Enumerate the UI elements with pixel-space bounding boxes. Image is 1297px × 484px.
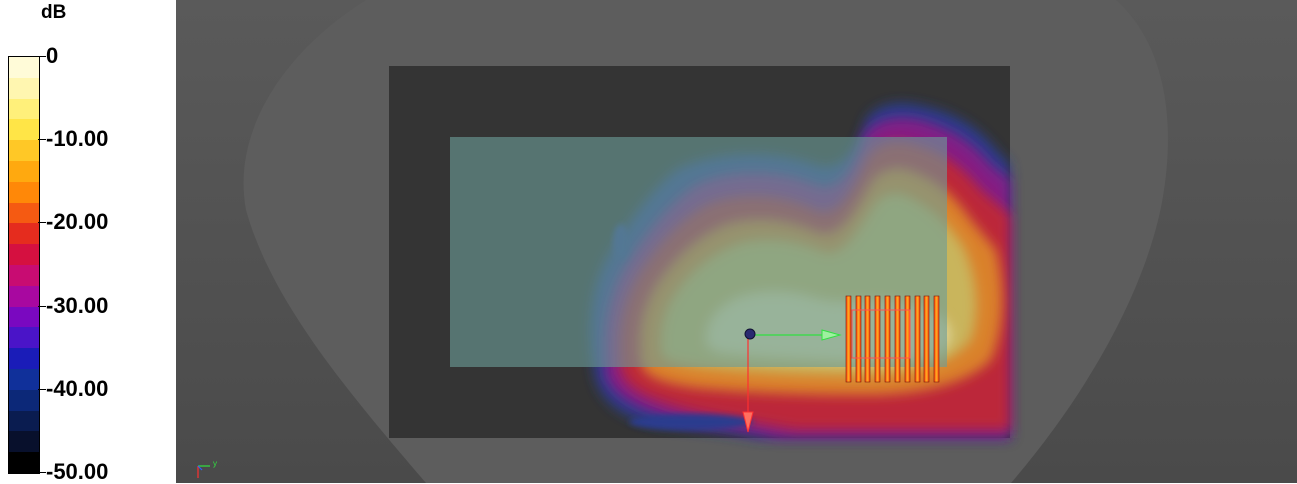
- colorbar-tick-mark: [38, 56, 46, 57]
- axis-y-arrowhead: [821, 329, 842, 341]
- colorbar-step: [9, 452, 39, 474]
- sound-field-scene[interactable]: y: [176, 0, 1297, 483]
- colorbar-step: [9, 57, 39, 79]
- speaker-bar: [894, 295, 901, 383]
- speaker-bar: [884, 295, 891, 383]
- source-marker: [744, 328, 756, 340]
- colorbar-tick-label: -30.00: [46, 292, 109, 318]
- speaker-bar: [923, 295, 930, 383]
- colorbar-step: [9, 327, 39, 349]
- colorbar-tick-label: -20.00: [46, 209, 109, 235]
- colorbar-step: [9, 202, 39, 224]
- colorbar-step: [9, 181, 39, 204]
- colorbar-tick-label: -10.00: [46, 126, 109, 152]
- colorbar-step: [9, 265, 39, 287]
- colorbar-step: [9, 119, 39, 141]
- triad-y-label: y: [213, 459, 217, 468]
- translucent-panel: [450, 137, 947, 367]
- 3d-viewport[interactable]: y: [176, 0, 1297, 483]
- array-outline: [851, 309, 911, 359]
- colorbar-step: [9, 244, 39, 266]
- speaker-bar: [855, 295, 862, 383]
- legend-unit-label: dB: [41, 2, 67, 23]
- speaker-bar: [904, 295, 911, 383]
- contour-stray: [629, 414, 753, 430]
- colorbar-step: [9, 161, 39, 183]
- colorbar-tick-mark: [38, 305, 46, 307]
- axis-triad: y: [197, 459, 217, 478]
- colorbar-step: [9, 140, 39, 162]
- speaker-bar: [845, 295, 852, 383]
- colorbar-step: [9, 98, 39, 120]
- colorbar-tick-mark: [38, 472, 46, 473]
- speaker-array: [845, 295, 940, 383]
- colorbar-step: [9, 389, 39, 412]
- colorbar-step: [9, 369, 39, 391]
- colorbar-tick-mark: [38, 139, 46, 141]
- speaker-bar: [914, 295, 921, 383]
- colorbar-tick-label: 0: [46, 43, 59, 68]
- colorbar-tick-label: -40.00: [46, 375, 109, 401]
- colorbar-tick-label: -50.00: [46, 459, 109, 484]
- colorbar-step: [9, 306, 39, 328]
- colorbar-step: [9, 223, 39, 245]
- speaker-bar: [864, 295, 871, 383]
- colorbar-tick-mark: [38, 388, 46, 390]
- colorbar-step: [9, 431, 39, 453]
- speaker-bar: [874, 295, 881, 383]
- axis-z-arrowhead: [742, 411, 754, 433]
- colorbar-scale: [8, 56, 40, 474]
- colorbar-step: [9, 285, 39, 308]
- speaker-bar: [933, 295, 940, 383]
- colorbar-step: [9, 410, 39, 432]
- colorbar-tick-mark: [38, 222, 46, 224]
- colorbar-step: [9, 77, 39, 100]
- colorbar-step: [9, 348, 39, 370]
- triad-x-axis: [197, 465, 203, 471]
- colorbar-legend: dB 0 -10.00 -20.00 -30.00 -40.00 -50.00: [0, 0, 176, 483]
